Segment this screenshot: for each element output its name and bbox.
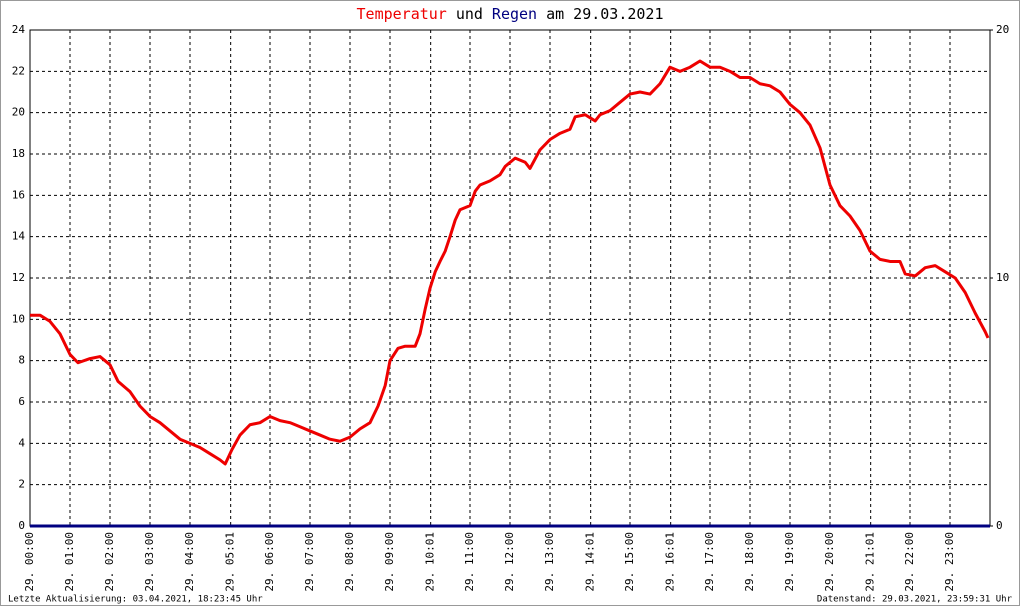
y-tick-label: 4	[18, 436, 25, 449]
x-tick-label: 29. 12:00	[503, 532, 516, 592]
x-tick-label: 29. 22:00	[903, 532, 916, 592]
y-tick-label: 0	[18, 519, 25, 532]
y-tick-label: 22	[12, 64, 25, 77]
x-tick-label: 29. 11:00	[463, 532, 476, 592]
y-tick-label: 16	[12, 188, 25, 201]
x-tick-label: 29. 23:00	[943, 532, 956, 592]
x-tick-label: 29. 07:00	[303, 532, 316, 592]
title-join: und	[456, 5, 483, 23]
y-tick-label: 12	[12, 271, 25, 284]
x-tick-label: 29. 10:01	[424, 532, 437, 592]
x-tick-label: 29. 06:00	[263, 532, 276, 592]
title-rain: Regen	[492, 5, 537, 23]
x-tick-label: 29. 04:00	[183, 532, 196, 592]
footer-left: Letzte Aktualisierung: 03.04.2021, 18:23…	[8, 595, 263, 605]
x-tick-label: 29. 02:00	[103, 532, 116, 592]
x-tick-label: 29. 05:01	[224, 532, 237, 592]
title-temp: Temperatur	[357, 5, 447, 23]
title-date: am 29.03.2021	[546, 5, 663, 23]
x-tick-label: 29. 08:00	[343, 532, 356, 592]
x-tick-label: 29. 00:00	[23, 532, 36, 592]
chart-title: Temperatur und Regen am 29.03.2021	[357, 5, 664, 23]
y-tick-label: 6	[18, 395, 25, 408]
x-tick-label: 29. 21:01	[864, 532, 877, 592]
x-tick-label: 29. 14:01	[584, 532, 597, 592]
x-tick-label: 29. 17:00	[703, 532, 716, 592]
y-tick-label: 8	[18, 354, 25, 367]
x-tick-label: 29. 15:00	[623, 532, 636, 592]
y-tick-label: 24	[12, 23, 26, 36]
x-tick-label: 29. 09:00	[383, 532, 396, 592]
x-tick-label: 29. 01:00	[63, 532, 76, 592]
series-line	[30, 59, 990, 466]
x-tick-label: 29. 03:00	[143, 532, 156, 592]
y2-tick-label: 10	[996, 271, 1009, 284]
x-tick-label: 29. 13:00	[543, 532, 556, 592]
y2-tick-label: 20	[996, 23, 1009, 36]
y-tick-label: 18	[12, 147, 25, 160]
y-tick-label: 20	[12, 106, 25, 119]
x-tick-label: 29. 20:00	[823, 532, 836, 592]
y-tick-label: 14	[12, 230, 26, 243]
y-tick-label: 2	[18, 478, 25, 491]
x-tick-label: 29. 18:00	[743, 532, 756, 592]
footer-right: Datenstand: 29.03.2021, 23:59:31 Uhr	[817, 595, 1013, 605]
y-tick-label: 10	[12, 312, 25, 325]
x-tick-label: 29. 16:01	[664, 532, 677, 592]
y2-tick-label: 0	[996, 519, 1003, 532]
x-tick-label: 29. 19:00	[783, 532, 796, 592]
